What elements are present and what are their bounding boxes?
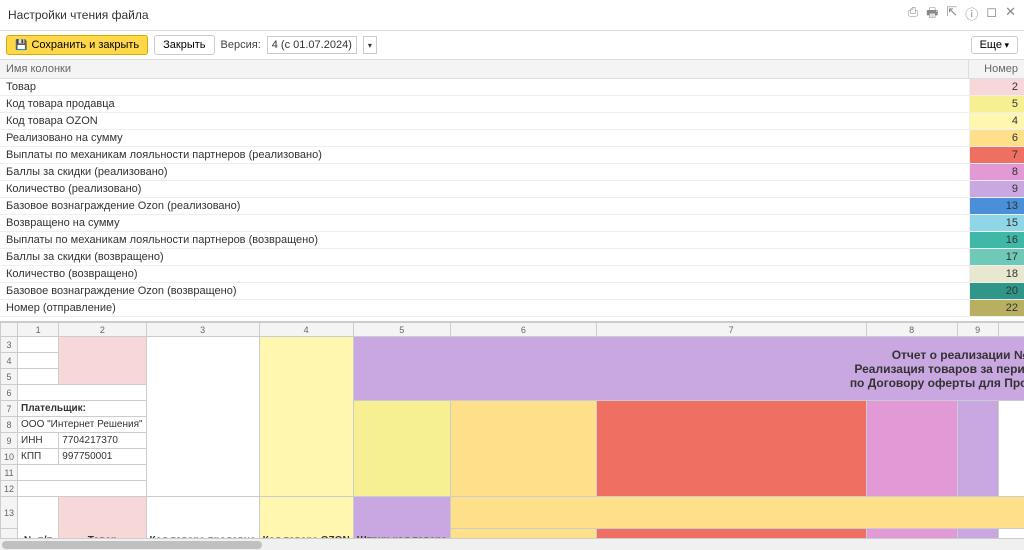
- column-row[interactable]: Номер (отправление)22: [0, 300, 1024, 317]
- column-name: Код товара OZON: [0, 113, 969, 129]
- print-icon[interactable]: 🖶: [926, 4, 938, 26]
- more-button[interactable]: Еще: [971, 36, 1018, 54]
- column-name: Количество (возвращено): [0, 266, 969, 282]
- attach-icon[interactable]: ⎙: [908, 4, 918, 26]
- close-icon[interactable]: ✕: [1005, 4, 1016, 26]
- column-number: 13: [969, 198, 1024, 214]
- column-name: Базовое вознаграждение Ozon (возвращено): [0, 283, 969, 299]
- column-number: 5: [969, 96, 1024, 112]
- column-row[interactable]: Базовое вознаграждение Ozon (возвращено)…: [0, 283, 1024, 300]
- column-number: 17: [969, 249, 1024, 265]
- version-dropdown-icon[interactable]: ▾: [363, 36, 377, 54]
- column-row[interactable]: Код товара продавца5: [0, 96, 1024, 113]
- column-number: 22: [969, 300, 1024, 316]
- column-number: 7: [969, 147, 1024, 163]
- column-name: Количество (реализовано): [0, 181, 969, 197]
- column-row[interactable]: Базовое вознаграждение Ozon (реализовано…: [0, 198, 1024, 215]
- column-number: 18: [969, 266, 1024, 282]
- column-number: 15: [969, 215, 1024, 231]
- column-row[interactable]: Выплаты по механикам лояльности партнеро…: [0, 232, 1024, 249]
- column-row[interactable]: Количество (возвращено)18: [0, 266, 1024, 283]
- preview-area: 123456789101112133Отчет о реализации № 8…: [0, 321, 1024, 538]
- columns-list: Товар2Код товара продавца5Код товара OZO…: [0, 79, 1024, 317]
- column-name: Возвращено на сумму: [0, 215, 969, 231]
- column-row[interactable]: Выплаты по механикам лояльности партнеро…: [0, 147, 1024, 164]
- column-number: 20: [969, 283, 1024, 299]
- column-number: 8: [969, 164, 1024, 180]
- restore-icon[interactable]: ◻: [986, 4, 997, 26]
- column-number: 16: [969, 232, 1024, 248]
- column-name: Баллы за скидки (реализовано): [0, 164, 969, 180]
- column-number: 4: [969, 113, 1024, 129]
- column-name: Код товара продавца: [0, 96, 969, 112]
- h-scrollbar[interactable]: [0, 538, 1024, 550]
- version-label: Версия:: [221, 39, 261, 51]
- toolbar: Сохранить и закрыть Закрыть Версия: 4 (с…: [0, 31, 1024, 60]
- info-icon[interactable]: ⓘ: [965, 4, 978, 26]
- column-row[interactable]: Реализовано на сумму6: [0, 130, 1024, 147]
- close-button[interactable]: Закрыть: [154, 35, 214, 55]
- column-name: Реализовано на сумму: [0, 130, 969, 146]
- column-row[interactable]: Баллы за скидки (возвращено)17: [0, 249, 1024, 266]
- save-button[interactable]: Сохранить и закрыть: [6, 35, 148, 55]
- column-row[interactable]: Количество (реализовано)9: [0, 181, 1024, 198]
- column-row[interactable]: Возвращено на сумму15: [0, 215, 1024, 232]
- col-num-header: Номер: [969, 60, 1024, 78]
- column-number: 9: [969, 181, 1024, 197]
- column-name: Номер (отправление): [0, 300, 969, 316]
- column-number: 6: [969, 130, 1024, 146]
- h-scrollbar-thumb[interactable]: [2, 541, 262, 549]
- columns-header: Имя колонки Номер: [0, 60, 1024, 79]
- column-row[interactable]: Баллы за скидки (реализовано)8: [0, 164, 1024, 181]
- column-name: Базовое вознаграждение Ozon (реализовано…: [0, 198, 969, 214]
- column-name: Выплаты по механикам лояльности партнеро…: [0, 232, 969, 248]
- column-name: Баллы за скидки (возвращено): [0, 249, 969, 265]
- column-number: 2: [969, 79, 1024, 95]
- column-name: Выплаты по механикам лояльности партнеро…: [0, 147, 969, 163]
- export-icon[interactable]: ⇱: [946, 4, 957, 26]
- window-title: Настройки чтения файла: [8, 8, 908, 22]
- column-row[interactable]: Товар2: [0, 79, 1024, 96]
- col-name-header: Имя колонки: [0, 60, 969, 78]
- column-name: Товар: [0, 79, 969, 95]
- version-select[interactable]: 4 (с 01.07.2024): [267, 36, 357, 54]
- titlebar: Настройки чтения файла ⎙ 🖶 ⇱ ⓘ ◻ ✕: [0, 0, 1024, 31]
- spreadsheet: 123456789101112133Отчет о реализации № 8…: [0, 322, 1024, 538]
- column-row[interactable]: Код товара OZON4: [0, 113, 1024, 130]
